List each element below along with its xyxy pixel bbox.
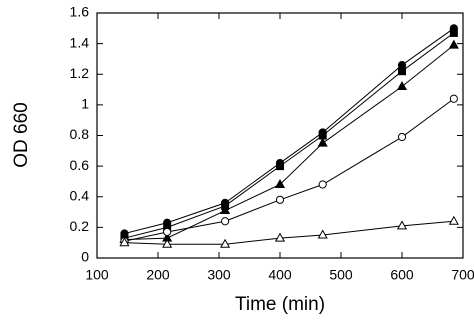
marker xyxy=(275,195,285,204)
marker xyxy=(317,137,328,147)
series-line xyxy=(124,27,455,234)
marker xyxy=(163,227,172,237)
marker xyxy=(397,132,407,142)
x-tick-label: 200 xyxy=(146,267,170,283)
marker xyxy=(220,205,231,215)
y-tick-label: 0.6 xyxy=(70,157,90,173)
marker xyxy=(317,229,328,239)
y-tick-label: 1.4 xyxy=(70,34,90,50)
marker xyxy=(220,238,231,248)
x-tick-label: 600 xyxy=(390,267,414,283)
marker xyxy=(396,80,408,90)
marker xyxy=(221,217,230,226)
x-tick-label: 400 xyxy=(268,267,292,283)
y-tick-label: 0.2 xyxy=(70,218,90,234)
x-tick-label: 700 xyxy=(451,267,474,283)
marker xyxy=(449,28,458,37)
series-line xyxy=(124,98,455,242)
marker xyxy=(398,67,406,76)
x-tick-label: 300 xyxy=(207,267,231,283)
x-axis-label: Time (min) xyxy=(235,294,325,315)
marker xyxy=(276,162,284,171)
y-tick-label: 1.6 xyxy=(70,4,90,20)
marker xyxy=(119,237,130,247)
y-tick-label: 1.2 xyxy=(70,65,90,81)
y-tick-label: 0.4 xyxy=(70,187,90,203)
marker xyxy=(274,178,286,188)
y-tick-label: 0.8 xyxy=(70,126,90,142)
plot-frame xyxy=(96,12,464,259)
marker xyxy=(318,180,327,189)
x-tick-label: 500 xyxy=(329,267,353,283)
marker xyxy=(162,238,173,248)
x-tick-label: 100 xyxy=(85,267,109,283)
marker xyxy=(396,220,408,230)
marker xyxy=(448,39,459,49)
marker xyxy=(448,215,459,225)
y-axis-label: OD 660 xyxy=(11,102,32,167)
marker xyxy=(449,94,458,103)
y-tick-label: 1 xyxy=(81,96,89,112)
marker xyxy=(274,232,286,242)
y-tick-label: 0 xyxy=(81,249,89,265)
